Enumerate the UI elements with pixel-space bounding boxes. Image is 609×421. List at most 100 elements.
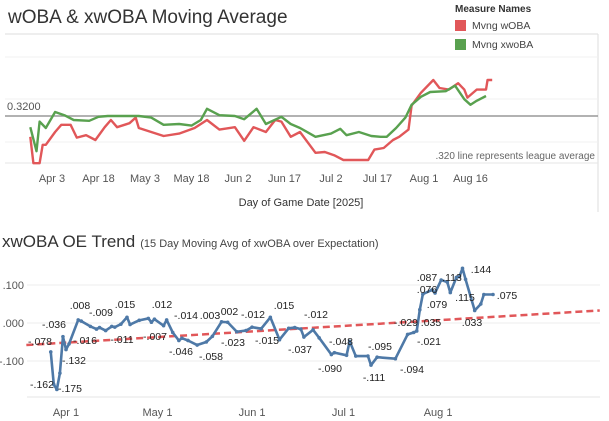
data-point[interactable] [317,336,321,340]
data-point[interactable] [411,330,416,335]
data-label: .015 [115,299,136,311]
data-point[interactable] [302,335,306,339]
data-point[interactable] [161,323,166,328]
data-point[interactable] [472,308,477,313]
data-label: .002 [218,306,239,318]
data-point[interactable] [210,334,215,339]
data-point[interactable] [137,318,141,323]
data-point[interactable] [195,343,199,347]
data-point[interactable] [421,292,425,296]
x-tick-label: Aug 1 [424,407,453,419]
data-label: .076 [417,284,438,296]
data-point[interactable] [479,302,483,306]
data-point[interactable] [76,318,80,322]
data-point[interactable] [448,290,453,295]
y-tick-label: .100 [3,280,24,292]
data-point[interactable] [457,274,462,279]
data-point[interactable] [277,337,282,342]
data-point[interactable] [64,347,68,352]
legend-item-xwoba[interactable]: Mvng xwoBA [472,39,533,51]
data-point[interactable] [219,320,224,324]
data-point[interactable] [235,329,239,334]
data-label: -.012 [241,309,265,321]
series-line-woba[interactable] [29,78,493,165]
data-point[interactable] [113,325,117,329]
x-tick-label: Aug 16 [453,173,488,185]
data-point[interactable] [94,327,99,331]
series-line-xwoba[interactable] [29,84,487,153]
data-point[interactable] [393,356,398,361]
data-label: -.058 [199,351,223,363]
data-point[interactable] [439,278,443,282]
data-point[interactable] [332,350,337,355]
data-point[interactable] [225,320,230,325]
legend-item-woba[interactable]: Mvng wOBA [472,20,530,32]
data-point[interactable] [369,363,373,367]
data-point[interactable] [430,288,434,292]
data-point[interactable] [204,340,209,344]
data-point[interactable] [329,352,334,357]
data-point[interactable] [460,266,465,271]
data-point[interactable] [482,292,486,297]
data-point[interactable] [268,315,273,320]
data-label: .144 [471,264,492,276]
data-point[interactable] [375,355,379,360]
data-point[interactable] [311,328,315,332]
data-point[interactable] [58,371,62,375]
data-point[interactable] [180,336,184,341]
data-point[interactable] [286,326,291,331]
data-point[interactable] [186,338,190,343]
data-label: .015 [274,300,295,312]
data-label: -.023 [221,337,245,349]
data-point[interactable] [88,324,93,329]
data-point[interactable] [491,292,495,297]
legend-swatch-xwoba[interactable] [455,39,466,50]
data-point[interactable] [103,328,108,333]
data-point[interactable] [146,316,151,321]
data-point[interactable] [292,325,297,330]
data-point[interactable] [170,330,175,335]
data-point[interactable] [299,327,303,331]
data-point[interactable] [353,354,358,358]
bottom-chart-title: xwOBA OE Trend (15 Day Moving Avg of xwOB… [2,232,378,251]
data-point[interactable] [79,319,84,323]
data-point[interactable] [109,324,114,329]
data-point[interactable] [250,325,254,329]
trend-line [26,309,600,347]
data-point[interactable] [48,350,53,354]
data-point[interactable] [67,342,71,346]
data-label: -.090 [318,363,342,375]
data-point[interactable] [149,320,154,325]
data-point[interactable] [152,317,157,322]
data-label: -.036 [42,319,66,331]
data-point[interactable] [177,338,181,343]
data-point[interactable] [61,334,65,339]
data-point[interactable] [119,322,123,326]
data-point[interactable] [347,339,352,344]
bottom-title-main: xwOBA OE Trend [2,232,135,251]
x-tick-label: Apr 1 [53,407,79,419]
data-point[interactable] [414,329,419,333]
data-label: -.094 [400,364,424,376]
data-point[interactable] [128,322,132,327]
data-point[interactable] [454,275,459,280]
data-label: -.162 [30,379,54,391]
data-point[interactable] [244,328,248,333]
data-point[interactable] [55,387,59,392]
data-point[interactable] [164,318,169,322]
data-point[interactable] [366,354,370,358]
data-point[interactable] [259,326,264,331]
data-point[interactable] [125,315,129,320]
data-point[interactable] [97,325,102,330]
x-tick-label: Aug 1 [410,173,439,185]
data-point[interactable] [52,382,56,387]
legend-swatch-woba[interactable] [455,20,466,31]
data-point[interactable] [418,307,422,312]
data-point[interactable] [344,353,349,358]
data-point[interactable] [433,291,437,295]
data-point[interactable] [463,277,468,282]
data-point[interactable] [405,332,410,337]
data-label: -.037 [288,344,312,356]
top-chart: 0.3200 .320 line represents league avera… [5,33,599,212]
data-point[interactable] [445,280,450,284]
